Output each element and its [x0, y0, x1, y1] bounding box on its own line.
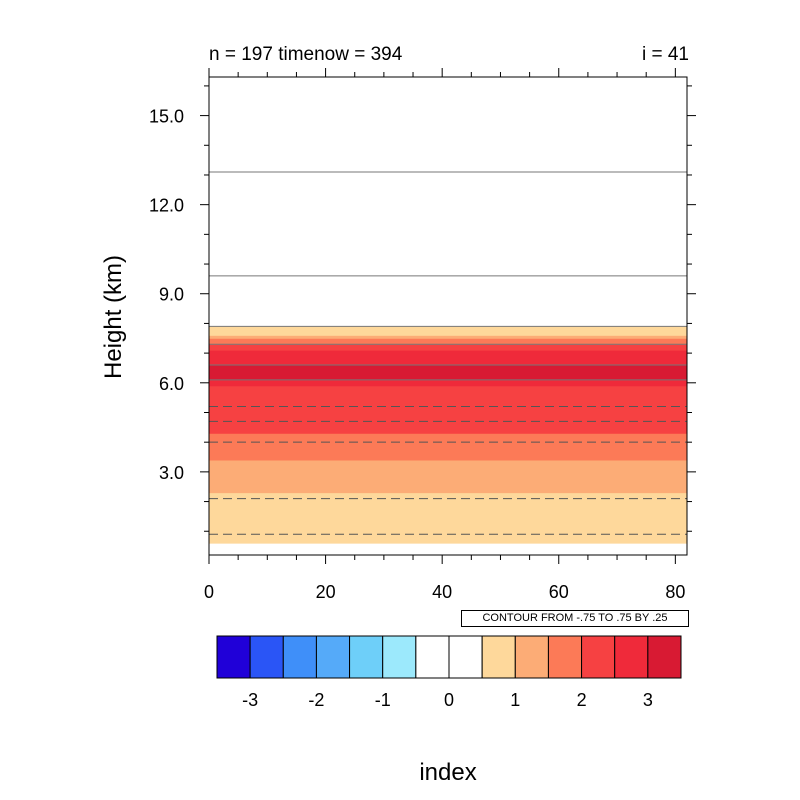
x-tick-label: 20 — [316, 582, 336, 602]
colorbar-box — [216, 635, 251, 679]
filled-bands — [209, 326, 687, 544]
colorbar-box — [647, 635, 682, 679]
contour-band — [209, 350, 687, 366]
y-tick-label: 6.0 — [159, 374, 184, 394]
colorbar-tick-label: 1 — [510, 690, 520, 710]
contour-band — [209, 344, 687, 351]
contour-band — [209, 326, 687, 336]
colorbar-box — [481, 635, 516, 679]
y-tick-label: 12.0 — [149, 196, 184, 216]
contour-lines — [209, 171, 687, 535]
colorbar-box — [547, 635, 583, 679]
contour-band — [209, 379, 687, 387]
contour-band — [209, 385, 687, 434]
colorbar-box — [282, 635, 317, 679]
axes: 0 20 40 60 80 3.0 6.0 9.0 12.0 15.0 — [149, 68, 696, 602]
colorbar-box — [514, 635, 549, 679]
colorbar-box — [415, 635, 450, 679]
colorbar-box — [315, 635, 351, 679]
contour-band — [209, 338, 687, 345]
colorbar-tick-label: -2 — [308, 690, 324, 710]
x-tick-label: 40 — [432, 582, 452, 602]
plot-frame — [208, 76, 688, 556]
contour-band — [209, 364, 687, 381]
x-axis-label: index — [419, 759, 477, 786]
colorbar-box — [448, 635, 483, 679]
y-tick-label: 9.0 — [159, 285, 184, 305]
contour-band — [209, 492, 687, 544]
colorbar-box — [382, 635, 417, 679]
contour-info-label: CONTOUR FROM -.75 TO .75 BY .25 — [461, 610, 689, 627]
colorbar-box — [249, 635, 284, 679]
colorbar-box — [349, 635, 384, 679]
x-tick-label: 0 — [204, 582, 214, 602]
plot-title-left: n = 197 timenow = 394 — [209, 44, 403, 65]
contour-band — [209, 459, 687, 494]
y-tick-label: 3.0 — [159, 463, 184, 483]
colorbar: -3 -2 -1 0 1 2 3 — [216, 635, 682, 710]
plot-title-right: i = 41 — [641, 44, 689, 65]
y-tick-label: 15.0 — [149, 107, 184, 127]
colorbar-tick-label: -1 — [375, 690, 391, 710]
colorbar-tick-label: 3 — [643, 690, 653, 710]
colorbar-box — [614, 635, 649, 679]
colorbar-tick-label: -3 — [242, 690, 258, 710]
colorbar-tick-label: 0 — [444, 690, 454, 710]
x-tick-label: 60 — [549, 582, 569, 602]
contour-band — [209, 335, 687, 339]
colorbar-tick-label: 2 — [577, 690, 587, 710]
x-tick-label: 80 — [665, 582, 685, 602]
contour-band — [209, 433, 687, 461]
colorbar-box — [581, 635, 616, 679]
